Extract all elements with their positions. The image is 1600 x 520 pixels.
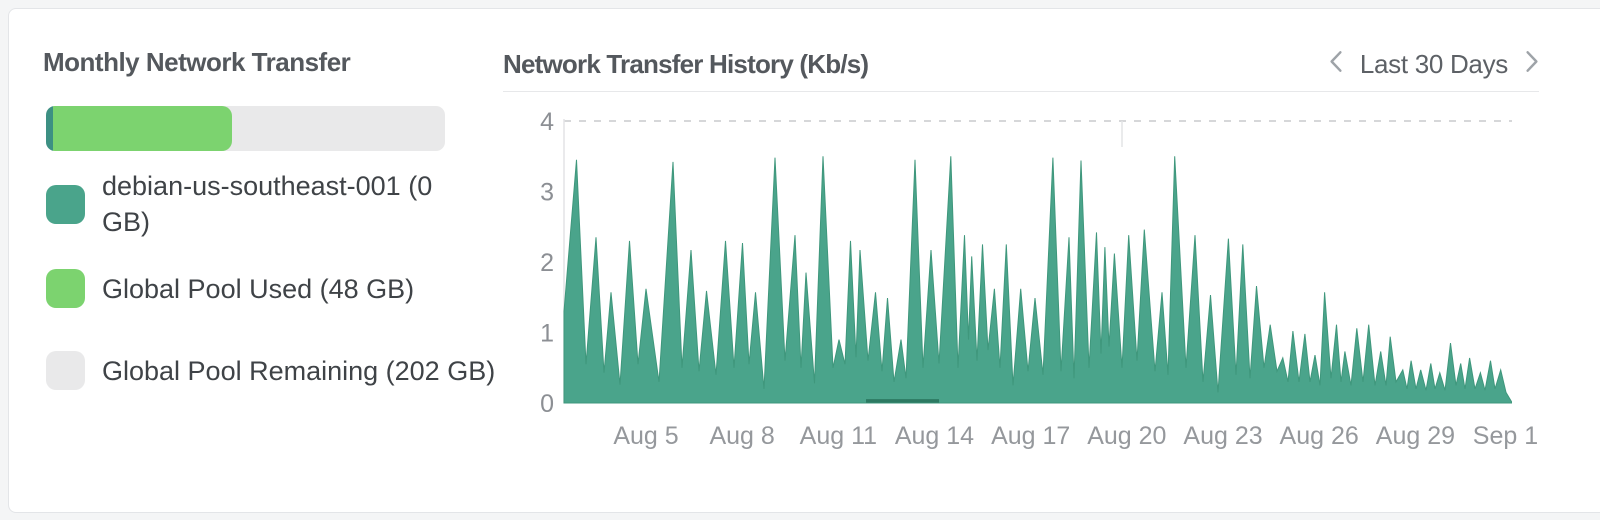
legend-label-instance: debian-us-southeast-001 (0 GB) [102,171,433,237]
x-tick-label: Aug 23 [1183,422,1262,450]
x-tick-label: Aug 26 [1280,422,1359,450]
bar-segment-pool-used [53,106,232,151]
x-tick-label: Sep 1 [1473,422,1538,450]
legend-swatch-pool-remaining [46,351,85,390]
y-tick-label: 3 [540,179,554,207]
range-label: Last 30 Days [1359,48,1508,79]
y-tick-label: 4 [540,108,554,136]
x-tick-label: Aug 11 [800,422,877,450]
y-tick-label: 2 [540,249,554,277]
transfer-history-panel: Network Transfer History (Kb/s) Last 30 … [503,9,1539,506]
bar-segment-instance [46,106,53,151]
x-tick-label: Aug 20 [1087,422,1166,450]
x-tick-label: Aug 14 [895,422,974,450]
x-tick-label: Aug 5 [613,422,678,450]
legend-label-pool-remaining: Global Pool Remaining (202 GB) [102,355,496,386]
area-series-debian-us-southeast-001 [563,156,1512,404]
x-tick-label: Aug 8 [709,422,774,450]
transfer-legend: debian-us-southeast-001 (0 GB) Global Po… [46,168,526,390]
y-tick-label: 1 [540,320,554,348]
monthly-transfer-panel: Monthly Network Transfer debian-us-south… [43,45,526,390]
y-tick-label: 0 [540,390,554,418]
x-tick-label: Aug 29 [1376,422,1455,450]
header-divider [503,91,1539,92]
range-selector: Last 30 Days [1329,49,1539,80]
legend-label-pool-used: Global Pool Used (48 GB) [102,273,415,304]
chevron-left-icon[interactable] [1329,50,1343,73]
legend-item-pool-used: Global Pool Used (48 GB) [46,269,526,308]
transfer-usage-bar [46,106,445,151]
transfer-history-chart[interactable]: 0 1 2 3 4 Aug 5 Aug 8 Aug 11 Aug 14 Aug 17 Aug 20 A… [503,96,1543,466]
legend-item-instance: debian-us-southeast-001 (0 GB) [46,168,526,240]
transfer-history-title: Network Transfer History (Kb/s) [503,49,869,79]
x-tick-label: Aug 17 [991,422,1070,450]
network-transfer-card: Monthly Network Transfer debian-us-south… [8,8,1600,513]
legend-item-pool-remaining: Global Pool Remaining (202 GB) [46,351,526,390]
legend-swatch-instance [46,184,85,224]
chevron-right-icon[interactable] [1525,50,1539,73]
area-chart: 0 1 2 3 4 Aug 5 Aug 8 Aug 11 Aug 14 Aug 17 Aug 20 A… [540,108,1538,450]
legend-swatch-pool-used [46,269,85,308]
monthly-transfer-title: Monthly Network Transfer [43,47,351,77]
